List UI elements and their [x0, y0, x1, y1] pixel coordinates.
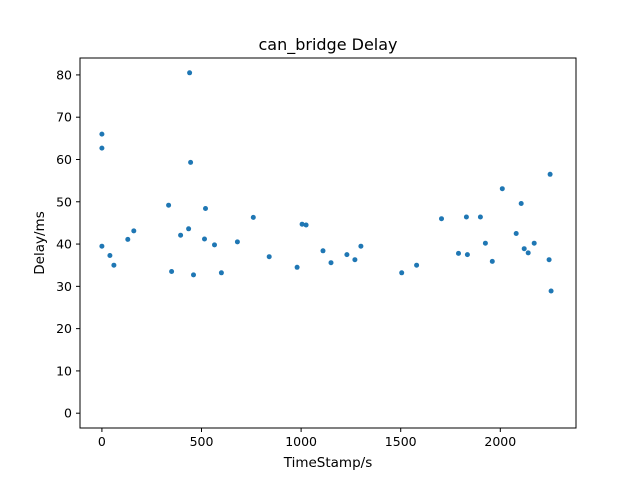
- scatter-point: [546, 257, 552, 263]
- y-tick-label: 60: [56, 152, 72, 167]
- scatter-point: [464, 252, 470, 258]
- scatter-point: [212, 242, 217, 248]
- plot-frame: [79, 57, 577, 429]
- x-tick-label: 1000: [285, 434, 317, 449]
- scatter-point: [525, 250, 531, 256]
- y-tick-label: 70: [56, 110, 72, 125]
- scatter-point: [358, 243, 364, 249]
- scatter-point: [188, 159, 194, 165]
- scatter-point: [463, 214, 469, 220]
- y-tick-label: 0: [64, 406, 72, 421]
- scatter-point: [202, 236, 207, 242]
- scatter-point: [203, 206, 208, 211]
- scatter-point: [456, 250, 461, 256]
- x-tick-label: 1500: [385, 434, 417, 449]
- scatter-point: [294, 264, 300, 270]
- scatter-point: [521, 246, 527, 252]
- scatter-point: [414, 262, 420, 268]
- scatter-point: [266, 254, 272, 260]
- y-tick-label: 20: [56, 321, 72, 336]
- scatter-point: [328, 260, 334, 266]
- y-tick-label: 50: [56, 194, 72, 209]
- scatter-point: [166, 202, 172, 208]
- y-axis-label: Delay/ms: [32, 211, 48, 274]
- y-tick-label: 30: [56, 279, 72, 294]
- scatter-point: [191, 272, 196, 278]
- scatter-point: [250, 214, 256, 220]
- scatter-point: [548, 288, 554, 294]
- scatter-point: [399, 270, 405, 276]
- scatter-point: [169, 269, 175, 274]
- x-axis-label: TimeStamp/s: [283, 455, 372, 471]
- y-tick-label: 10: [56, 363, 72, 378]
- scatter-point: [218, 270, 224, 276]
- scatter-point: [303, 222, 309, 228]
- chart-title: can_bridge Delay: [258, 35, 397, 55]
- scatter-point: [477, 214, 483, 220]
- scatter-point: [99, 243, 105, 249]
- x-tick-label: 500: [190, 434, 214, 449]
- scatter-point: [531, 240, 537, 246]
- scatter-point: [111, 262, 117, 268]
- scatter-point: [352, 257, 358, 263]
- x-axis: 0 500 1000 1500 2000: [98, 428, 516, 449]
- scatter-point: [439, 216, 444, 222]
- scatter-point: [518, 201, 524, 206]
- scatter-point: [513, 231, 519, 236]
- scatter-point: [320, 248, 326, 254]
- scatter-point: [178, 232, 184, 238]
- y-axis: 0 10 20 30 40 50 60 70 80: [56, 67, 80, 421]
- scatter-point: [344, 252, 350, 258]
- scatter-point: [299, 221, 305, 227]
- scatter-point: [125, 236, 131, 242]
- scatter-point: [499, 186, 505, 192]
- scatter-point: [131, 228, 137, 234]
- scatter-point: [234, 239, 240, 245]
- scatter-point: [187, 70, 193, 76]
- scatter-point: [186, 226, 192, 232]
- scatter-point: [99, 145, 105, 151]
- x-tick-label: 2000: [484, 434, 516, 449]
- scatter-point: [489, 258, 495, 264]
- scatter-point: [99, 131, 105, 137]
- points-layer: [99, 70, 554, 294]
- y-tick-label: 80: [56, 67, 72, 82]
- y-tick-label: 40: [56, 237, 72, 252]
- x-tick-label: 0: [98, 434, 106, 449]
- scatter-point: [482, 240, 488, 246]
- scatter-point: [107, 253, 113, 258]
- scatter-point: [547, 171, 553, 177]
